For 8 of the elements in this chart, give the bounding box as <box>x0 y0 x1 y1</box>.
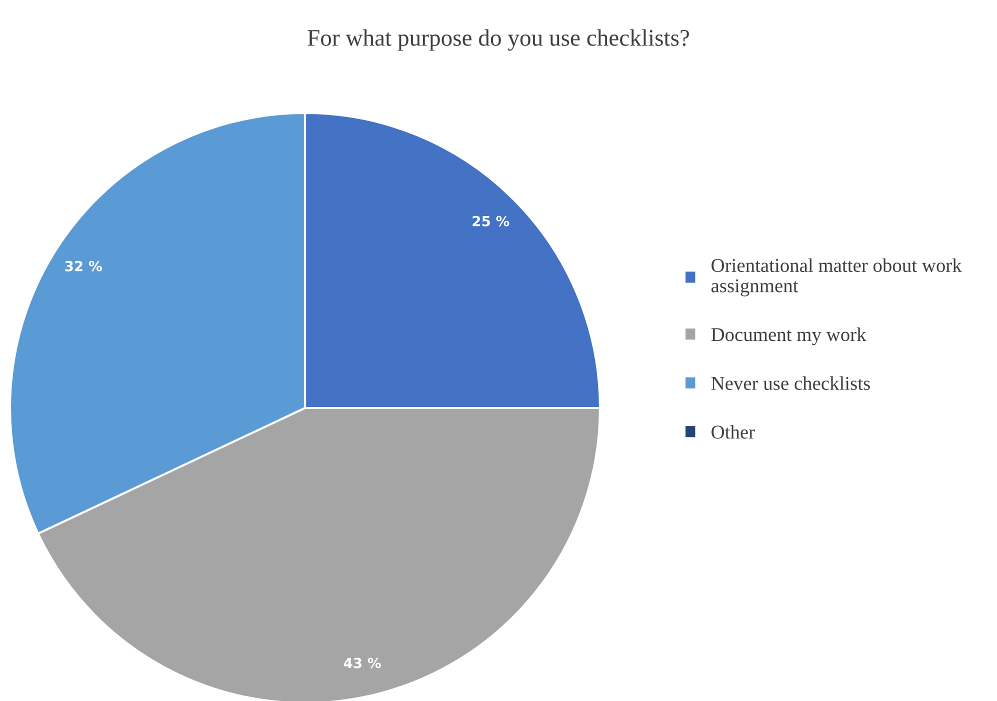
legend-label: Orientational matter obout work assignment <box>711 258 962 296</box>
data-label: 32 % <box>65 260 102 272</box>
legend-label: Document my work <box>711 327 866 346</box>
legend-label: Other <box>712 425 755 439</box>
data-label: 43 % <box>344 658 381 668</box>
chart-title: For what purpose do you use checklists? <box>308 29 690 51</box>
legend-label: Never use checklists <box>711 376 870 390</box>
data-label: 25 % <box>472 216 510 226</box>
